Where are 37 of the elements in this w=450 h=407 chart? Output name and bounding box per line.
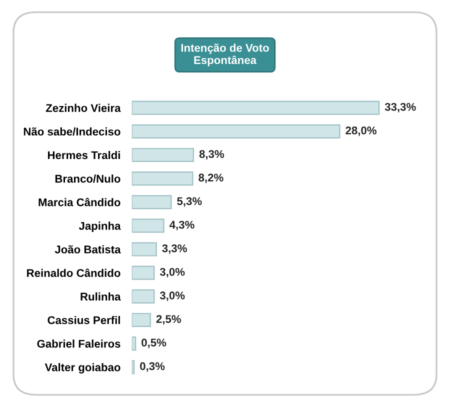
data-label: 2,5% bbox=[156, 315, 181, 325]
data-label: 0,3% bbox=[140, 362, 165, 372]
bar bbox=[132, 266, 155, 280]
y-tick-label: Zezinho Vieira bbox=[46, 104, 121, 112]
y-tick-label: Hermes Traldi bbox=[48, 150, 120, 160]
data-label: 28,0% bbox=[346, 126, 376, 136]
y-tick-label: Cassius Perfil bbox=[48, 316, 120, 324]
bar bbox=[132, 242, 157, 256]
bar bbox=[132, 289, 155, 304]
data-label: 33,3% bbox=[384, 102, 416, 112]
data-label: 3,0% bbox=[160, 268, 185, 278]
y-tick-label: Branco/Nulo bbox=[55, 174, 120, 183]
data-label: 8,2% bbox=[198, 174, 224, 184]
bar bbox=[132, 100, 380, 115]
y-tick-label: Não sabe/Indeciso bbox=[24, 127, 120, 136]
y-tick-label: Marcia Cândido bbox=[38, 198, 120, 206]
y-tick-label: Reinaldo Cândido bbox=[27, 268, 120, 277]
data-label: 5,3% bbox=[177, 197, 202, 207]
bar bbox=[132, 148, 194, 162]
bar bbox=[132, 218, 164, 233]
data-label: 8,3% bbox=[199, 150, 224, 160]
bar bbox=[132, 172, 194, 186]
y-tick-label: Rulinha bbox=[80, 292, 121, 301]
y-tick-label: Valter goiabao bbox=[44, 363, 120, 374]
chart-title: Intenção de Voto Espontânea bbox=[181, 44, 269, 66]
data-label: 4,3% bbox=[169, 220, 194, 230]
bar bbox=[132, 336, 136, 351]
bar bbox=[132, 360, 135, 374]
data-label: 3,3% bbox=[162, 244, 187, 254]
y-tick-label: João Batista bbox=[54, 245, 121, 254]
y-tick-label: Gabriel Faleiros bbox=[37, 340, 120, 348]
data-label: 3,0% bbox=[160, 292, 185, 302]
data-label: 0,5% bbox=[142, 338, 166, 348]
y-tick-label: Japinha bbox=[78, 222, 121, 232]
bar bbox=[132, 124, 340, 138]
bar bbox=[132, 195, 172, 210]
bar bbox=[132, 312, 151, 328]
